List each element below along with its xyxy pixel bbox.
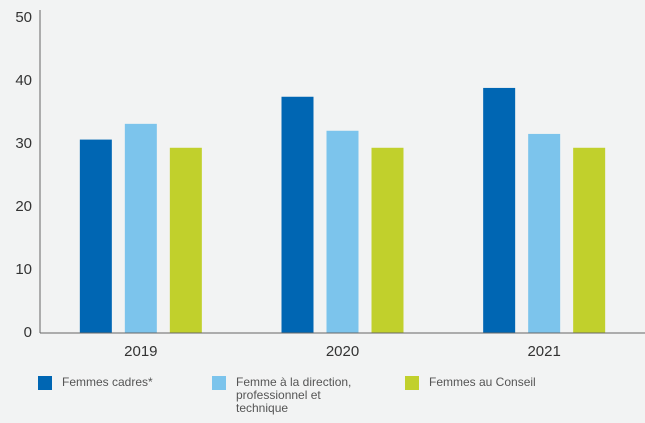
- legend-label: Femmes au Conseil: [429, 375, 536, 389]
- bar: [79, 139, 112, 333]
- bar: [124, 123, 157, 333]
- bar: [169, 147, 202, 333]
- x-tick-label: 2019: [124, 343, 157, 360]
- y-tick-label: 0: [24, 324, 32, 341]
- bar: [371, 147, 404, 333]
- bar: [326, 130, 359, 333]
- bar: [573, 147, 606, 333]
- legend-swatch: [38, 376, 52, 390]
- y-tick-label: 40: [15, 72, 32, 89]
- legend-label: Femme à la direction, professionnel et t…: [236, 375, 352, 415]
- y-tick-label: 50: [15, 9, 32, 26]
- legend-item: Femmes cadres*: [38, 376, 153, 390]
- legend-label: Femmes cadres*: [62, 375, 153, 389]
- y-tick-label: 10: [15, 261, 32, 278]
- x-tick-label: 2020: [326, 343, 359, 360]
- legend-swatch: [405, 376, 419, 390]
- legend-item: Femme à la direction, professionnel et t…: [212, 376, 376, 415]
- bar: [281, 96, 314, 333]
- bar: [483, 87, 516, 334]
- bar: [528, 133, 561, 333]
- legend-swatch: [212, 376, 226, 390]
- y-tick-label: 20: [15, 198, 32, 215]
- legend-item: Femmes au Conseil: [405, 376, 536, 390]
- x-tick-label: 2021: [527, 343, 560, 360]
- y-tick-label: 30: [15, 135, 32, 152]
- chart: 0 10 20 30 40 50 2019 2020 2021: [15, 9, 645, 360]
